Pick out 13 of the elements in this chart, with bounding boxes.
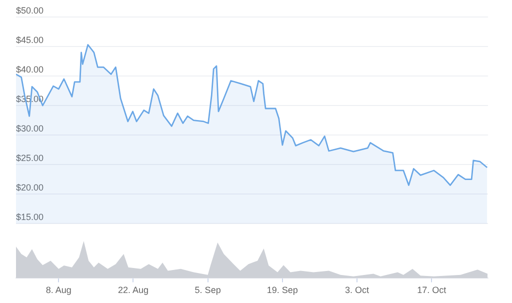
- x-tick-label: 8. Aug: [46, 285, 72, 296]
- x-tick-label: 3. Oct: [345, 285, 370, 296]
- y-tick-label: $30.00: [16, 124, 44, 134]
- y-tick-label: $50.00: [16, 5, 44, 16]
- x-tick-label: 17. Oct: [417, 285, 447, 296]
- y-tick-label: $45.00: [16, 35, 44, 45]
- x-tick-label: 19. Sep: [266, 285, 298, 296]
- y-tick-label: $15.00: [16, 212, 44, 222]
- x-tick-label: 5. Sep: [194, 285, 221, 296]
- y-tick-label: $25.00: [16, 153, 44, 164]
- y-tick-label: $20.00: [16, 182, 44, 193]
- x-tick-label: 22. Aug: [118, 285, 148, 296]
- y-tick-label: $40.00: [16, 64, 44, 75]
